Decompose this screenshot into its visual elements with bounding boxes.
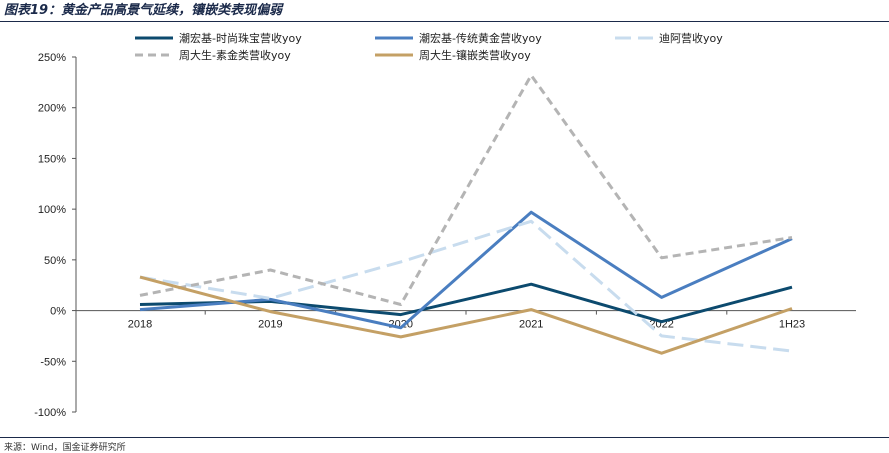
legend-label: 潮宏基-时尚珠宝营收yoy bbox=[179, 31, 302, 45]
series-line bbox=[139, 275, 793, 355]
legend-label: 周大生-镶嵌类营收yoy bbox=[419, 48, 531, 62]
y-axis: -100% -50% 0% 50% 100% 150% 200% 250% bbox=[34, 52, 77, 419]
source-note: 来源：Wind，国金证券研究所 bbox=[4, 443, 126, 453]
x-tick-label: 2021 bbox=[519, 319, 543, 331]
y-tick-label: -50% bbox=[40, 356, 66, 368]
legend-item: 潮宏基-传统黄金营收yoy bbox=[375, 31, 542, 45]
legend-item: 迪阿营收yoy bbox=[615, 31, 723, 45]
legend-item: 周大生-镶嵌类营收yoy bbox=[375, 48, 531, 62]
figure-title: 图表19：黄金产品高景气延续，镶嵌类表现偏弱 bbox=[4, 3, 283, 18]
series-line bbox=[139, 219, 793, 353]
legend-item: 潮宏基-时尚珠宝营收yoy bbox=[135, 31, 302, 45]
chart-legend: 潮宏基-时尚珠宝营收yoy 潮宏基-传统黄金营收yoy 迪阿营收yoy 周大生-素金类… bbox=[135, 31, 723, 62]
x-tick-label: 2019 bbox=[258, 319, 282, 331]
series-line bbox=[139, 73, 793, 306]
legend-label: 迪阿营收yoy bbox=[659, 31, 723, 45]
y-tick-label: 100% bbox=[38, 204, 66, 216]
series-layer bbox=[139, 73, 793, 355]
legend-item: 周大生-素金类营收yoy bbox=[135, 48, 291, 62]
series-line bbox=[139, 210, 793, 330]
y-tick-label: 250% bbox=[38, 52, 66, 64]
footer-rule bbox=[0, 437, 889, 438]
y-tick-label: 0% bbox=[50, 306, 66, 318]
y-tick-label: 150% bbox=[38, 153, 66, 165]
x-tick-label: 2018 bbox=[128, 319, 152, 331]
y-tick-label: 50% bbox=[44, 255, 66, 267]
y-tick-label: 200% bbox=[38, 103, 66, 115]
y-tick-label: -100% bbox=[34, 407, 66, 419]
line-chart: 潮宏基-时尚珠宝营收yoy 潮宏基-传统黄金营收yoy 迪阿营收yoy 周大生-素金类… bbox=[34, 31, 856, 419]
title-underline bbox=[0, 21, 889, 22]
legend-label: 周大生-素金类营收yoy bbox=[179, 48, 291, 62]
x-tick-label: 1H23 bbox=[779, 319, 805, 331]
legend-label: 潮宏基-传统黄金营收yoy bbox=[419, 31, 542, 45]
